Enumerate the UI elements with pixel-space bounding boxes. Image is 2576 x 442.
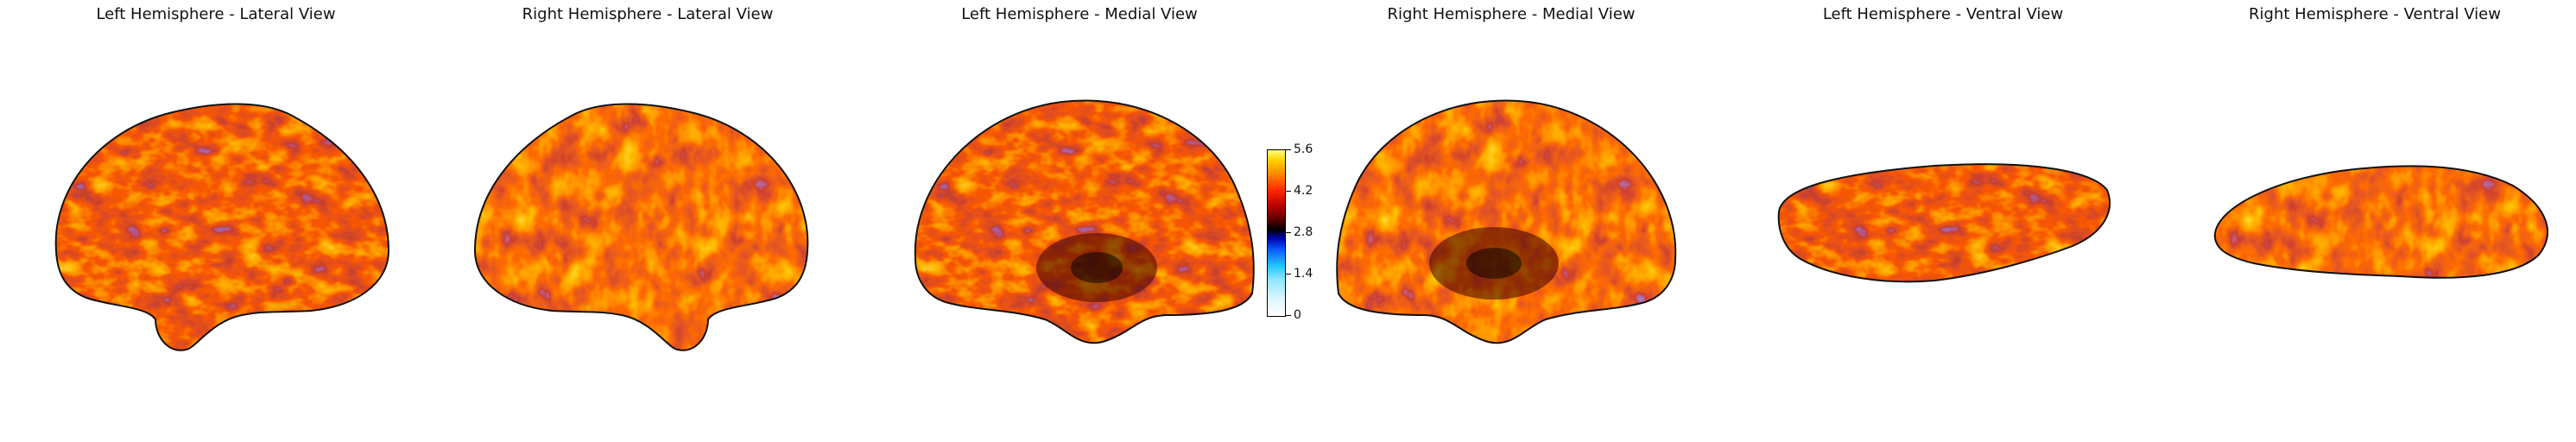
panel-title: Right Hemisphere - Medial View (1387, 5, 1636, 23)
colorbar-tick (1286, 191, 1291, 192)
brain-surface-image (1777, 163, 2111, 283)
colorbar-tick-label: 5.6 (1294, 142, 1313, 156)
panel-right-medial: Right Hemisphere - Medial View (1313, 0, 1710, 442)
colorbar-tick-label: 4.2 (1294, 184, 1313, 198)
colorbar-tick (1286, 232, 1291, 233)
panel-left-medial: Left Hemisphere - Medial View (881, 0, 1278, 442)
panel-title: Left Hemisphere - Ventral View (1822, 5, 2064, 23)
panel-title: Right Hemisphere - Ventral View (2249, 5, 2501, 23)
colorbar-tick-label: 2.8 (1294, 225, 1313, 239)
panel-left-lateral: Left Hemisphere - Lateral View (17, 0, 415, 442)
brain-surface-image (914, 99, 1255, 344)
panel-title: Left Hemisphere - Lateral View (96, 5, 336, 23)
panel-right-lateral: Right Hemisphere - Lateral View (449, 0, 846, 442)
panel-title: Left Hemisphere - Medial View (961, 5, 1198, 23)
colorbar: 5.6 4.2 2.8 1.4 0 (1267, 143, 1313, 321)
colorbar-tick-label: 1.4 (1294, 267, 1313, 281)
brain-surface-image (54, 103, 390, 351)
brain-surface-image (473, 103, 809, 351)
colorbar-tick (1286, 274, 1291, 275)
panel-left-ventral: Left Hemisphere - Ventral View (1744, 0, 2142, 442)
colorbar-tick-label: 0 (1294, 308, 1301, 322)
brain-surface-image (1336, 99, 1677, 344)
colorbar-gradient (1267, 149, 1286, 317)
colorbar-tick (1286, 315, 1291, 316)
colorbar-tick (1286, 149, 1291, 150)
brain-surface-image (2213, 165, 2548, 279)
panel-right-ventral: Right Hemisphere - Ventral View (2176, 0, 2573, 442)
panel-title: Right Hemisphere - Lateral View (522, 5, 774, 23)
